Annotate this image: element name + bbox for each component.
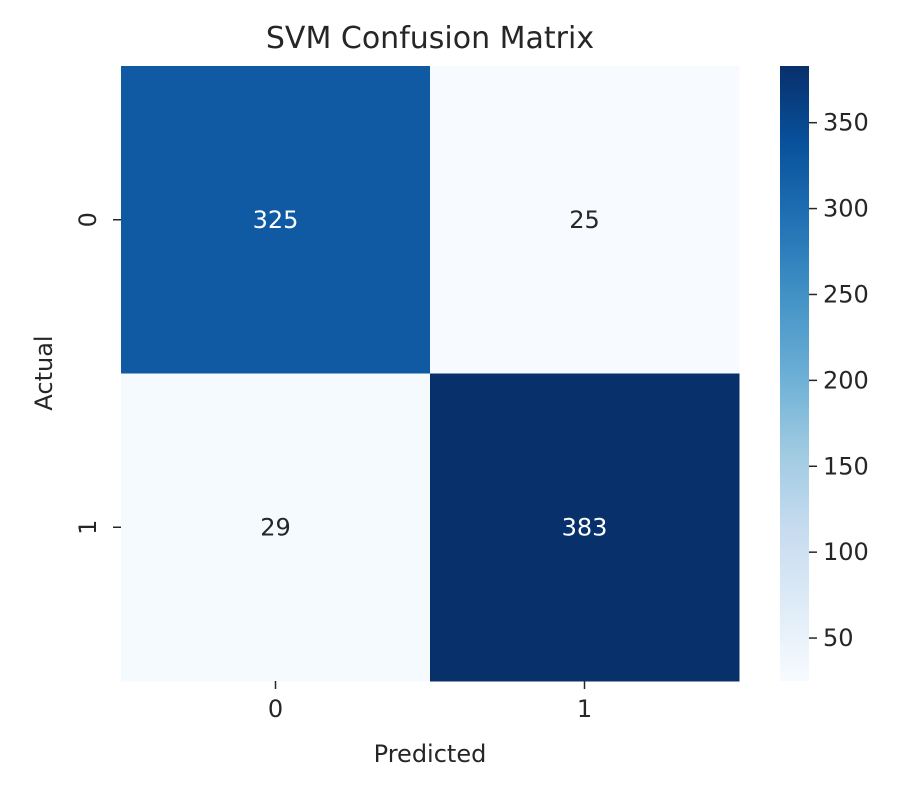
y-tick-label: 0 <box>74 212 102 227</box>
y-axis-ticks: 01 <box>74 212 121 535</box>
colorbar-tick-label: 50 <box>823 624 854 652</box>
heatmap-cells <box>121 66 740 682</box>
heatmap-cell-r1-c1 <box>430 373 740 682</box>
colorbar-tick-label: 100 <box>823 538 869 566</box>
y-tick-label: 1 <box>74 520 102 535</box>
colorbar-tick-label: 350 <box>823 109 869 137</box>
chart-title: SVM Confusion Matrix <box>266 21 594 56</box>
colorbar <box>780 66 809 681</box>
x-tick-label: 1 <box>577 695 592 723</box>
heatmap-cell-r0-c0 <box>121 66 431 374</box>
y-axis-label: Actual <box>30 335 58 410</box>
colorbar-tick-label: 200 <box>823 366 869 394</box>
cell-value-r1-c0: 29 <box>260 513 291 541</box>
colorbar-tick-label: 250 <box>823 280 869 308</box>
colorbar-tick-label: 150 <box>823 452 869 480</box>
heatmap-cell-r0-c1 <box>430 66 740 374</box>
cell-value-r1-c1: 383 <box>562 513 608 541</box>
x-axis-label: Predicted <box>374 740 487 768</box>
cell-value-r0-c1: 25 <box>569 206 600 234</box>
x-tick-label: 0 <box>268 695 283 723</box>
colorbar-ticks: 50 100 150 200 250 300 350 <box>809 109 869 652</box>
colorbar-tick-label: 300 <box>823 195 869 223</box>
cell-value-r0-c0: 325 <box>253 206 299 234</box>
heatmap-cell-r1-c0 <box>121 373 431 682</box>
heatmap-cell-labels: 325 25 29 383 <box>253 206 608 542</box>
